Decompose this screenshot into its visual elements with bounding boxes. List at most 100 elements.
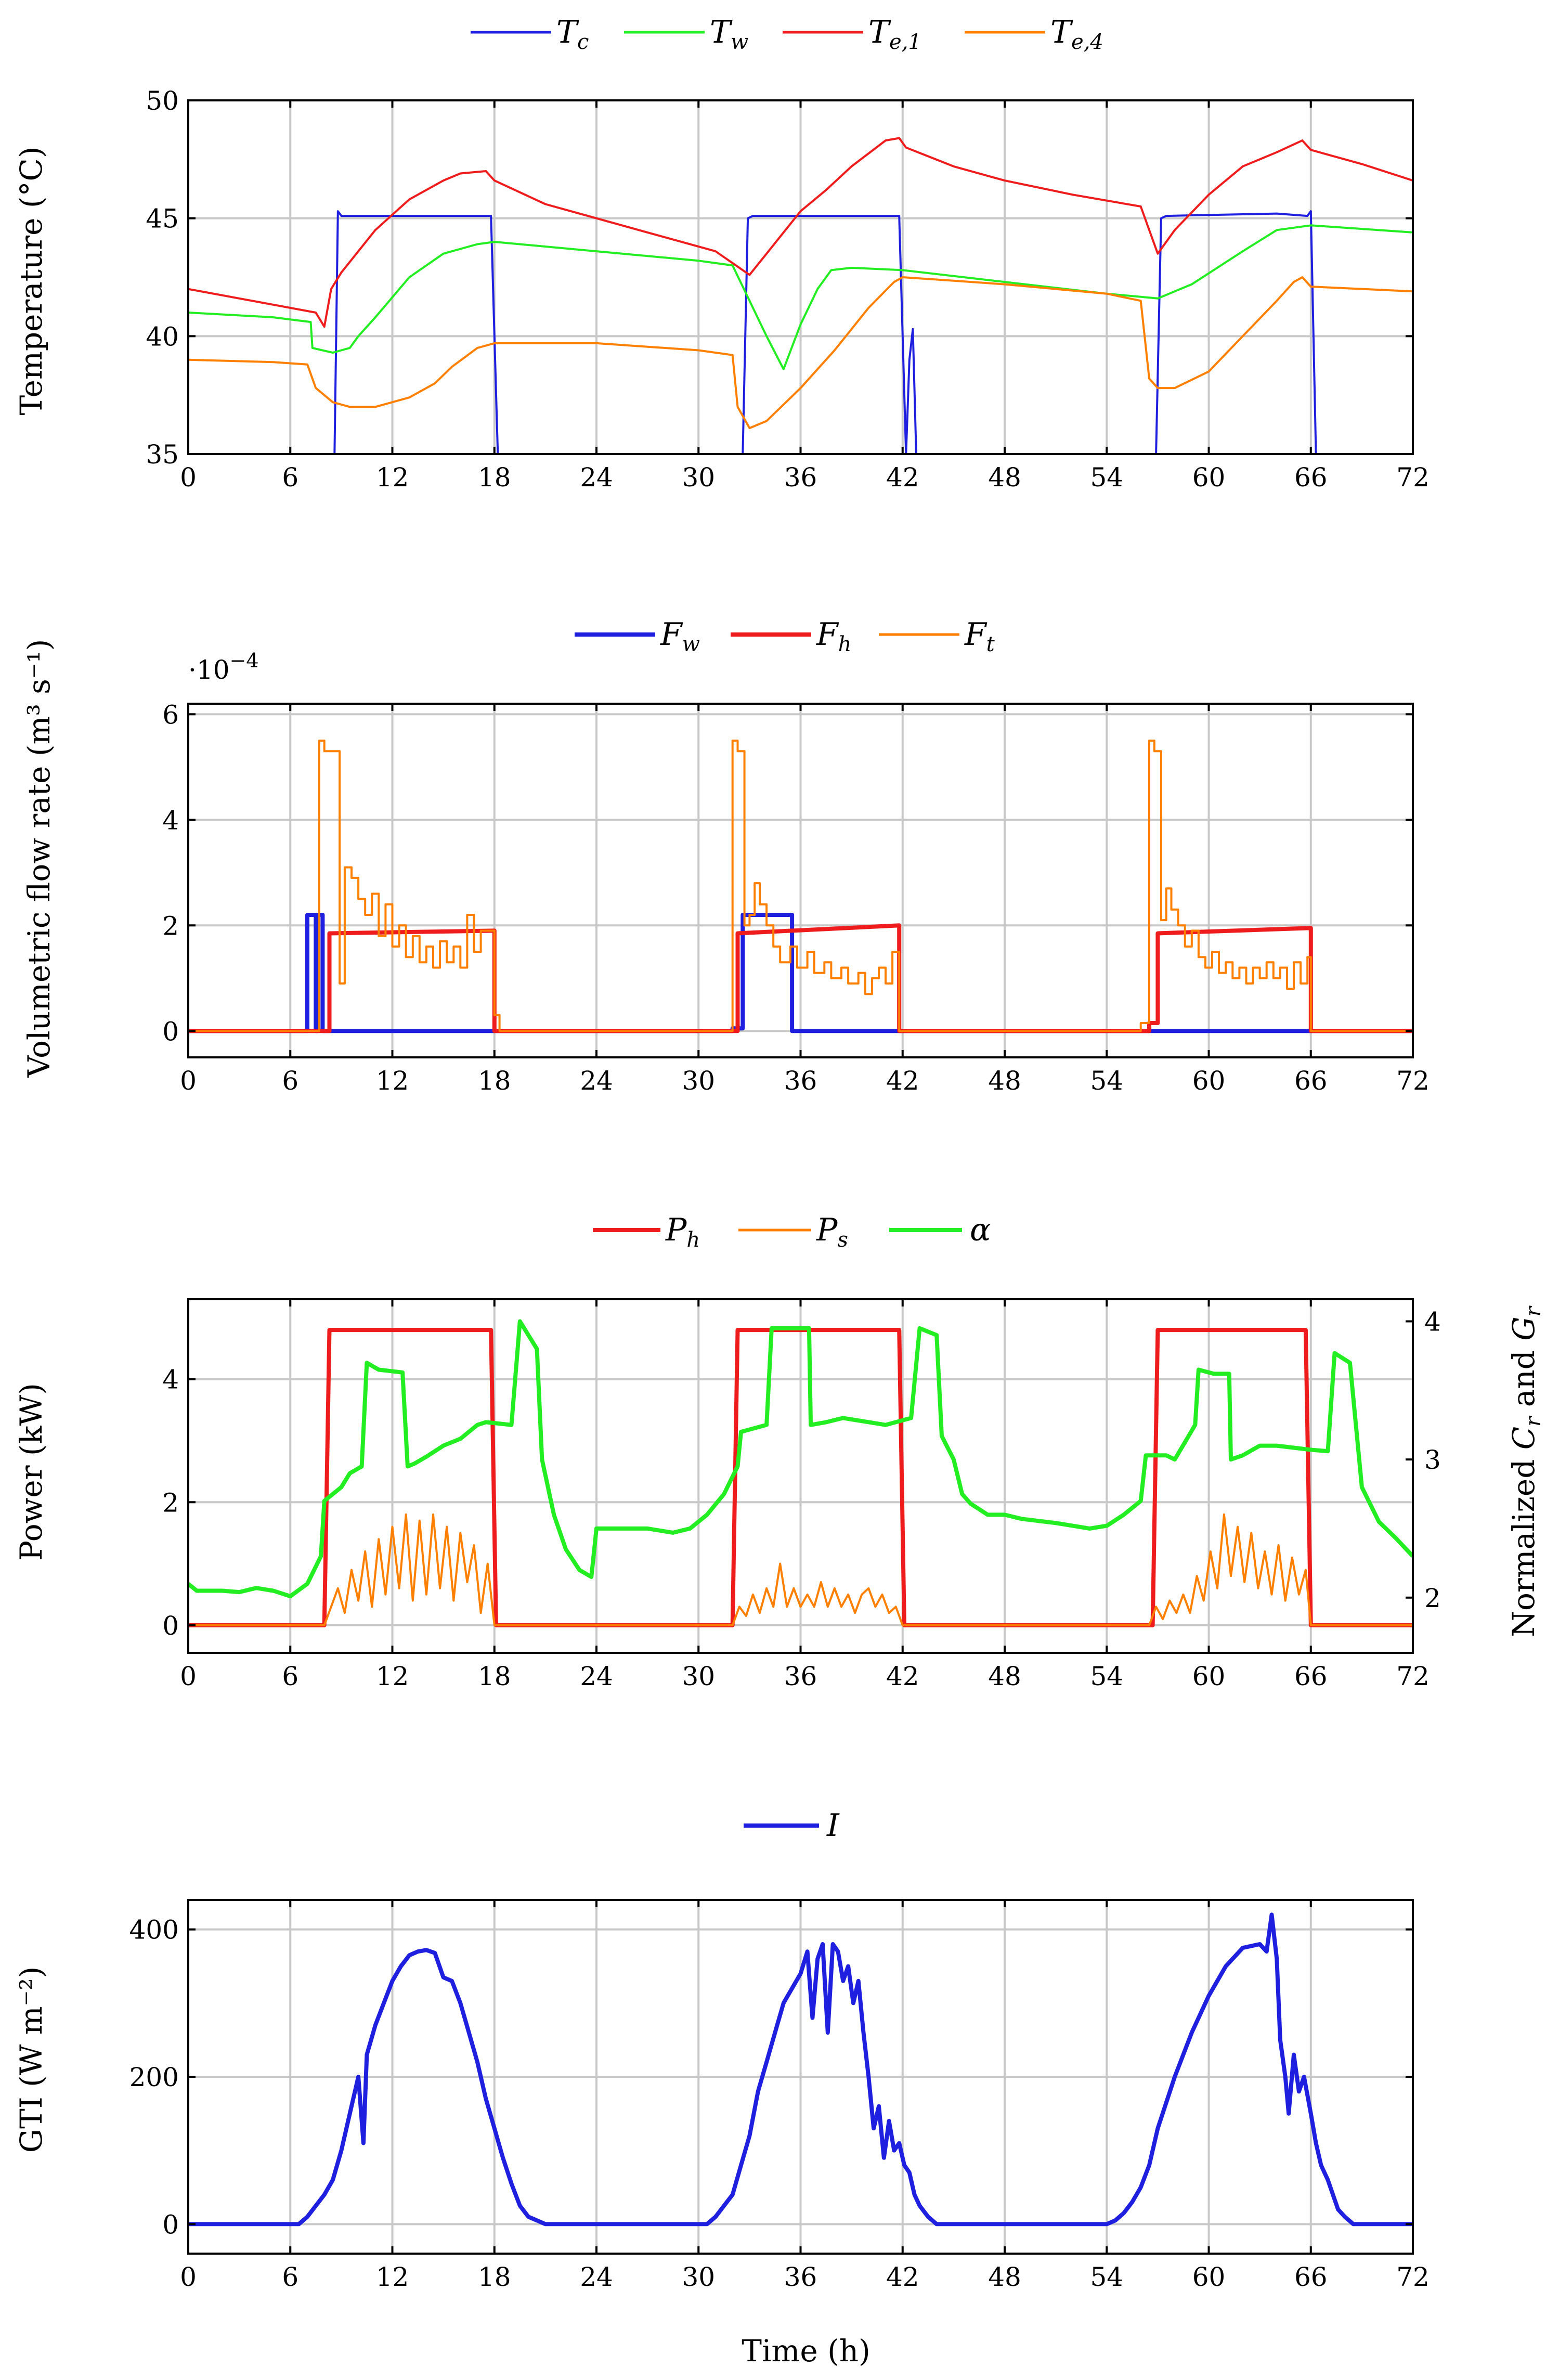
x-tick-label: 0 — [180, 1066, 197, 1096]
x-tick-label: 42 — [886, 1066, 919, 1096]
x-tick-label: 6 — [282, 2262, 298, 2292]
ylabel-right-power: Normalized Cr and Gr — [1506, 1305, 1545, 1637]
legend-label-tc: Tc — [556, 14, 589, 54]
legend-label-ph: Ph — [665, 1212, 700, 1252]
x-tick-label: 24 — [580, 462, 613, 493]
series-line-α — [188, 1319, 1413, 1599]
series-line-T_e,1 — [188, 137, 1413, 328]
flow-multiplier-exp: −4 — [230, 649, 259, 672]
series-line-T_w — [188, 224, 1413, 370]
series-line-P_s — [188, 1513, 1413, 1626]
panel-temperature: Tc Tw Te,1 Te,4 Temperature (°C) 0 6 12 18 2… — [14, 14, 1430, 493]
y-tick-label: 0 — [162, 1016, 179, 1046]
y-tick-label: 200 — [129, 2062, 179, 2092]
x-tick-label: 60 — [1192, 1661, 1226, 1691]
x-tick-label: 0 — [180, 462, 197, 493]
x-tick-label: 72 — [1396, 1661, 1430, 1691]
y-tick-label: 40 — [146, 321, 179, 352]
series-group — [188, 740, 1413, 1033]
x-tick-label: 12 — [376, 462, 409, 493]
x-tick-label: 36 — [784, 1661, 817, 1691]
x-tick-label: 6 — [282, 1661, 298, 1691]
x-tick-label: 0 — [180, 1661, 197, 1691]
series-line-P_h — [188, 1328, 1413, 1627]
y-right-tick-label: 2 — [1424, 1583, 1441, 1613]
legend-label-ft: Ft — [964, 616, 995, 656]
ylabel-gti: GTI (W m⁻²) — [14, 1967, 49, 2153]
x-tick-label: 72 — [1396, 2262, 1430, 2292]
ylabel-power: Power (kW) — [14, 1383, 49, 1561]
x-tick-label: 48 — [988, 1066, 1021, 1096]
x-tick-label: 0 — [180, 2262, 197, 2292]
x-tick-label: 66 — [1294, 1066, 1328, 1096]
x-tick-label: 30 — [682, 462, 715, 493]
legend-label-i: I — [826, 1807, 840, 1844]
x-tick-label: 6 — [282, 1066, 298, 1096]
legend-label-alpha: α — [970, 1212, 991, 1248]
ylabel-flow: Volumetric flow rate (m³ s⁻¹) — [21, 639, 57, 1078]
x-tick-label: 60 — [1192, 1066, 1226, 1096]
xlabel-gti: Time (h) — [742, 2333, 871, 2369]
x-tick-label: 36 — [784, 462, 817, 493]
series-line-T_e,4 — [188, 276, 1413, 430]
series-group — [188, 1319, 1413, 1627]
legend-label-fw: Fw — [660, 616, 700, 656]
flow-multiplier: ·10−4 — [188, 649, 259, 685]
x-tick-label: 24 — [580, 2262, 613, 2292]
x-tick-label: 66 — [1294, 462, 1328, 493]
y-tick-label: 4 — [162, 805, 179, 835]
y-tick-label: 35 — [146, 439, 179, 470]
plot-temperature: 0 6 12 18 24 30 36 42 48 54 60 66 72 35 40 45 50 — [146, 86, 1429, 493]
x-tick-label: 24 — [580, 1661, 613, 1691]
y-tick-label: 45 — [146, 204, 179, 234]
x-tick-label: 30 — [682, 2262, 715, 2292]
series-line-T_c — [188, 210, 1413, 454]
x-tick-label: 6 — [282, 462, 298, 493]
x-tick-label: 54 — [1090, 1661, 1123, 1691]
y-tick-label: 50 — [146, 86, 179, 116]
y-tick-label: 6 — [162, 700, 179, 730]
x-tick-label: 42 — [886, 462, 919, 493]
x-tick-label: 54 — [1090, 462, 1123, 493]
legend-temperature: Tc Tw Te,1 Te,4 — [471, 14, 1103, 54]
x-tick-label: 24 — [580, 1066, 613, 1096]
x-tick-label: 12 — [376, 2262, 409, 2292]
x-tick-label: 12 — [376, 1661, 409, 1691]
series-line-F_t — [188, 740, 1413, 1032]
legend-power: Ph Ps α — [593, 1212, 991, 1252]
legend-label-fh: Fh — [816, 616, 851, 656]
x-tick-label: 18 — [478, 1066, 511, 1096]
legend-label-te4: Te,4 — [1050, 14, 1103, 54]
x-tick-label: 48 — [988, 462, 1021, 493]
x-tick-label: 36 — [784, 2262, 817, 2292]
y-right-tick-label: 3 — [1424, 1445, 1441, 1475]
flow-multiplier-base: ·10 — [188, 655, 230, 685]
x-tick-label: 66 — [1294, 2262, 1328, 2292]
x-tick-label: 36 — [784, 1066, 817, 1096]
y-tick-label: 4 — [162, 1365, 179, 1395]
panel-power: Ph Ps α Power (kW) Normalized Cr and Gr … — [14, 1212, 1545, 1691]
x-tick-label: 12 — [376, 1066, 409, 1096]
x-tick-label: 54 — [1090, 1066, 1123, 1096]
y-tick-label: 2 — [162, 911, 179, 941]
ylabel-temperature: Temperature (°C) — [14, 146, 49, 415]
x-tick-label: 72 — [1396, 462, 1430, 493]
plot-gti: 0 6 12 18 24 30 36 42 48 54 60 66 72 0 200 400 — [129, 1899, 1430, 2292]
legend-flow: Fw Fh Ft — [575, 616, 995, 656]
legend-gti: I — [744, 1807, 840, 1844]
series-group — [188, 1912, 1413, 2227]
x-tick-label: 42 — [886, 1661, 919, 1691]
series-group — [188, 137, 1413, 454]
legend-label-tw: Tw — [710, 14, 748, 54]
x-tick-label: 60 — [1192, 2262, 1226, 2292]
legend-label-ps: Ps — [816, 1212, 848, 1252]
legend-label-te1: Te,1 — [868, 14, 921, 54]
y-tick-label: 2 — [162, 1488, 179, 1518]
x-tick-label: 72 — [1396, 1066, 1430, 1096]
x-tick-label: 42 — [886, 2262, 919, 2292]
panel-flow: Fw Fh Ft ·10−4 Volumetric flow rate (m³ … — [21, 616, 1430, 1096]
y-tick-label: 0 — [162, 2209, 179, 2240]
panel-gti: I GTI (W m⁻²) Time (h) 0 6 12 18 24 30 36 42 48 5… — [14, 1807, 1430, 2369]
